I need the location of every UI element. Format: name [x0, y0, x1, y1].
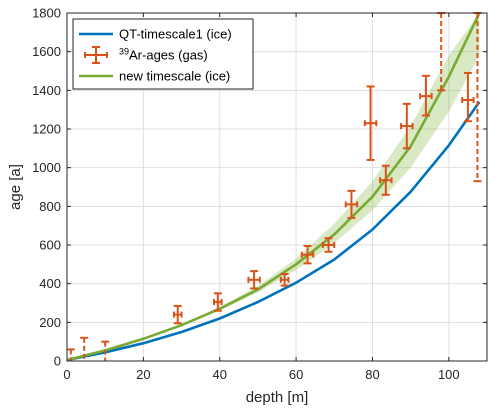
errorbar-point: [300, 244, 315, 265]
y-tick-label: 800: [39, 199, 61, 214]
errorbar-point: [172, 304, 183, 325]
y-tick-label: 1600: [32, 44, 61, 59]
x-tick-label: 20: [136, 367, 150, 382]
tick-layer: 0 20 40 60 80 1000200400600800100012001400160…: [32, 6, 487, 382]
y-tick-label: 400: [39, 276, 61, 291]
y-tick-label: 1800: [32, 6, 61, 21]
errorbar-point: [321, 237, 336, 253]
errorbar-point: [66, 348, 75, 361]
legend-label: QT-timescale1 (ice): [119, 27, 232, 42]
series-line-1: [66, 12, 481, 362]
x-tick-label: 80: [365, 367, 379, 382]
y-tick-label: 200: [39, 315, 61, 330]
plot-frame: [66, 12, 488, 362]
errorbar-point: [419, 74, 433, 117]
errorbar-point: [344, 189, 359, 219]
errorbar-point: [363, 85, 378, 161]
series-line-0: [66, 101, 481, 362]
errorbar-point: [247, 270, 261, 290]
legend-label: new timescale (ice): [119, 69, 230, 84]
y-tick-label: 600: [39, 238, 61, 253]
errorbar-layer: [66, 12, 482, 361]
y-tick-label: 1200: [32, 122, 61, 137]
y-tick-label: 1000: [32, 160, 61, 175]
series-line-layer: [66, 12, 481, 362]
errorbar-point: [213, 292, 223, 312]
y-axis-title: age [a]: [7, 164, 24, 210]
errorbar-point: [80, 336, 89, 361]
errorbar-point: [379, 164, 393, 196]
errorbar-point: [461, 71, 475, 123]
x-tick-label: 60: [289, 367, 303, 382]
grid: [66, 12, 487, 362]
x-tick-label: 0: [63, 367, 70, 382]
y-tick-label: 0: [54, 354, 61, 369]
y-tick-label: 1400: [32, 83, 61, 98]
legend-label-superscript: 39: [119, 47, 129, 57]
errorbar-point: [400, 102, 414, 150]
legend-label-rest: Ar-ages (gas): [129, 48, 208, 63]
legend-label: 39Ar-ages (gas): [119, 47, 208, 63]
errorbar-point: [101, 340, 110, 361]
legend: QT-timescale1 (ice) 39Ar-ages (gas) new ti…: [72, 18, 254, 90]
x-axis-title: depth [m]: [246, 389, 309, 406]
x-tick-label: 100: [438, 367, 460, 382]
x-tick-label: 40: [212, 367, 226, 382]
errorbar-point: [279, 273, 290, 287]
